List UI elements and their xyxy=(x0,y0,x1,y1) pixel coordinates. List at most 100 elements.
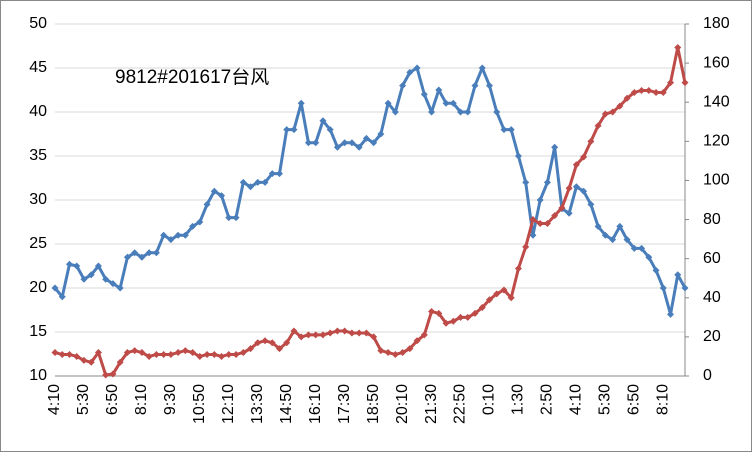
point-marker xyxy=(160,350,168,358)
point-marker xyxy=(210,350,218,358)
x-tick-label: 10:50 xyxy=(191,384,208,424)
point-marker xyxy=(80,356,88,364)
point-marker xyxy=(623,94,631,102)
point-marker xyxy=(580,187,588,195)
point-marker xyxy=(341,327,349,335)
point-marker xyxy=(572,183,580,191)
point-marker xyxy=(572,161,580,169)
point-marker xyxy=(630,244,638,252)
point-marker xyxy=(399,349,407,357)
point-marker xyxy=(428,307,436,315)
point-marker xyxy=(536,219,544,227)
point-marker xyxy=(485,82,493,90)
x-tick-label: 17:30 xyxy=(336,384,353,424)
point-marker xyxy=(254,178,262,186)
point-marker xyxy=(442,319,450,327)
point-marker xyxy=(261,178,269,186)
x-tick-label: 16:10 xyxy=(307,384,324,424)
point-marker xyxy=(247,183,255,191)
point-marker xyxy=(413,337,421,345)
point-marker xyxy=(283,339,291,347)
point-marker xyxy=(384,349,392,357)
point-marker xyxy=(514,264,522,272)
point-marker xyxy=(406,68,414,76)
point-marker xyxy=(94,262,102,270)
point-marker xyxy=(203,350,211,358)
point-marker xyxy=(652,266,660,274)
y2-tick-label: 80 xyxy=(703,211,721,228)
point-marker xyxy=(145,352,153,360)
point-marker xyxy=(247,345,255,353)
point-marker xyxy=(493,290,501,298)
x-tick-label: 12:10 xyxy=(220,384,237,424)
point-marker xyxy=(457,108,465,116)
point-marker xyxy=(58,350,66,358)
point-marker xyxy=(551,143,559,151)
y-tick-label: 30 xyxy=(29,191,47,208)
point-marker xyxy=(681,284,689,292)
point-marker xyxy=(652,88,660,96)
point-marker xyxy=(94,349,102,357)
point-marker xyxy=(65,350,73,358)
point-marker xyxy=(225,350,233,358)
point-marker xyxy=(507,126,515,134)
point-marker xyxy=(449,99,457,107)
x-tick-label: 6:50 xyxy=(104,384,121,415)
x-tick-label: 9:30 xyxy=(162,384,179,415)
point-marker xyxy=(102,275,110,283)
y2-tick-label: 120 xyxy=(703,133,730,150)
point-marker xyxy=(507,294,515,302)
point-marker xyxy=(218,192,226,200)
point-marker xyxy=(428,108,436,116)
point-marker xyxy=(471,309,479,317)
y2-tick-label: 160 xyxy=(703,54,730,71)
y2-tick-label: 0 xyxy=(703,367,712,384)
point-marker xyxy=(261,337,269,345)
point-marker xyxy=(196,352,204,360)
point-marker xyxy=(362,134,370,142)
point-marker xyxy=(601,110,609,118)
x-tick-label: 20:10 xyxy=(394,384,411,424)
point-marker xyxy=(304,331,312,339)
point-marker xyxy=(565,184,573,192)
point-marker xyxy=(399,82,407,90)
point-marker xyxy=(594,122,602,130)
x-tick-label: 0:10 xyxy=(481,384,498,415)
x-tick-label: 18:50 xyxy=(365,384,382,424)
point-marker xyxy=(478,64,486,72)
point-marker xyxy=(174,349,182,357)
point-marker xyxy=(319,117,327,125)
point-marker xyxy=(370,333,378,341)
point-marker xyxy=(138,349,146,357)
x-tick-label: 1:30 xyxy=(510,384,527,415)
point-marker xyxy=(580,153,588,161)
point-marker xyxy=(659,88,667,96)
point-marker xyxy=(116,358,124,366)
point-marker xyxy=(609,108,617,116)
point-marker xyxy=(290,327,298,335)
point-marker xyxy=(333,143,341,151)
point-marker xyxy=(406,345,414,353)
point-marker xyxy=(623,236,631,244)
point-marker xyxy=(464,108,472,116)
y-tick-label: 10 xyxy=(29,367,47,384)
point-marker xyxy=(275,345,283,353)
point-marker xyxy=(543,178,551,186)
point-marker xyxy=(109,370,117,378)
point-marker xyxy=(522,178,530,186)
point-marker xyxy=(283,126,291,134)
x-tick-label: 13:30 xyxy=(249,384,266,424)
point-marker xyxy=(232,214,240,222)
x-tick-label: 6:50 xyxy=(626,384,643,415)
x-tick-label: 8:10 xyxy=(654,384,671,415)
point-marker xyxy=(638,244,646,252)
point-marker xyxy=(189,222,197,230)
y2-tick-label: 100 xyxy=(703,172,730,189)
point-marker xyxy=(203,200,211,208)
point-marker xyxy=(326,126,334,134)
y2-tick-label: 140 xyxy=(703,93,730,110)
point-marker xyxy=(145,249,153,257)
point-marker xyxy=(478,304,486,312)
point-marker xyxy=(152,350,160,358)
point-marker xyxy=(73,352,81,360)
